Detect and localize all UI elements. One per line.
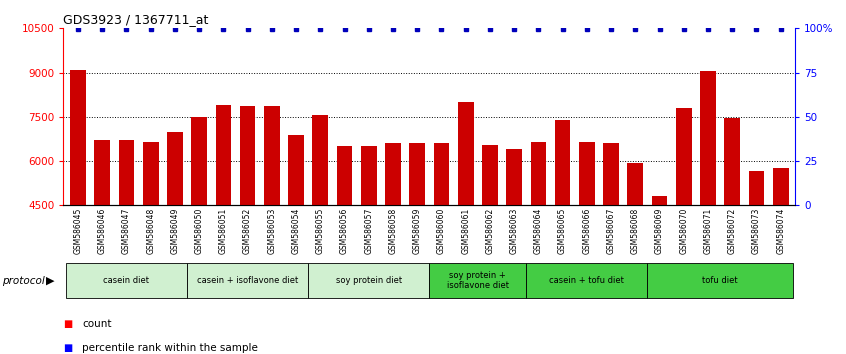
Bar [66,263,187,298]
Bar [385,143,401,338]
Bar [724,118,740,338]
Text: GSM586052: GSM586052 [243,208,252,254]
Text: GSM586064: GSM586064 [534,208,543,255]
Bar [288,135,304,338]
Bar [187,263,308,298]
Bar [429,263,526,298]
Text: GSM586050: GSM586050 [195,208,204,255]
Text: GSM586049: GSM586049 [170,208,179,255]
Bar [773,169,788,338]
Text: GSM586062: GSM586062 [486,208,494,254]
Text: ■: ■ [63,343,73,353]
Text: GSM586061: GSM586061 [461,208,470,254]
Bar [70,70,85,338]
Bar [409,143,425,338]
Text: tofu diet: tofu diet [702,276,738,285]
Text: GSM586047: GSM586047 [122,208,131,255]
Bar [647,263,793,298]
Text: GSM586056: GSM586056 [340,208,349,255]
Text: soy protein diet: soy protein diet [336,276,402,285]
Bar [95,141,110,338]
Text: GSM586054: GSM586054 [292,208,300,255]
Text: GSM586074: GSM586074 [776,208,785,255]
Bar [264,107,280,338]
Text: ▶: ▶ [46,275,54,286]
Text: ■: ■ [63,319,73,329]
Text: GSM586065: GSM586065 [558,208,567,255]
Bar [603,143,619,338]
Bar [628,162,643,338]
Text: GSM586059: GSM586059 [413,208,421,255]
Bar [651,196,667,338]
Text: GSM586067: GSM586067 [607,208,616,255]
Bar [676,108,692,338]
Bar [216,105,231,338]
Text: GSM586069: GSM586069 [655,208,664,255]
Text: GSM586046: GSM586046 [98,208,107,255]
Text: GSM586060: GSM586060 [437,208,446,255]
Bar [482,145,497,338]
Text: GSM586051: GSM586051 [219,208,228,254]
Bar [749,171,764,338]
Text: percentile rank within the sample: percentile rank within the sample [82,343,258,353]
Bar [361,146,376,338]
Text: GSM586057: GSM586057 [365,208,373,255]
Bar [506,149,522,338]
Text: GSM586070: GSM586070 [679,208,689,255]
Bar [337,146,353,338]
Text: GSM586045: GSM586045 [74,208,83,255]
Bar [700,71,716,338]
Text: protocol: protocol [2,275,45,286]
Text: GSM586058: GSM586058 [388,208,398,254]
Text: GSM586053: GSM586053 [267,208,277,255]
Bar [434,143,449,338]
Bar [239,107,255,338]
Bar [579,142,595,338]
Bar [555,120,570,338]
Text: casein + isoflavone diet: casein + isoflavone diet [197,276,299,285]
Text: count: count [82,319,112,329]
Bar [308,263,429,298]
Bar [526,263,647,298]
Text: GDS3923 / 1367711_at: GDS3923 / 1367711_at [63,13,209,26]
Bar [191,117,207,338]
Text: GSM586055: GSM586055 [316,208,325,255]
Text: GSM586071: GSM586071 [704,208,712,254]
Text: GSM586068: GSM586068 [631,208,640,254]
Bar [118,141,135,338]
Bar [458,102,474,338]
Bar [143,142,158,338]
Bar [167,132,183,338]
Text: GSM586072: GSM586072 [728,208,737,254]
Text: GSM586063: GSM586063 [509,208,519,255]
Text: casein + tofu diet: casein + tofu diet [549,276,624,285]
Text: GSM586048: GSM586048 [146,208,155,254]
Bar [312,115,328,338]
Text: soy protein +
isoflavone diet: soy protein + isoflavone diet [447,271,508,290]
Text: GSM586066: GSM586066 [582,208,591,255]
Text: GSM586073: GSM586073 [752,208,761,255]
Bar [530,142,547,338]
Text: casein diet: casein diet [103,276,150,285]
